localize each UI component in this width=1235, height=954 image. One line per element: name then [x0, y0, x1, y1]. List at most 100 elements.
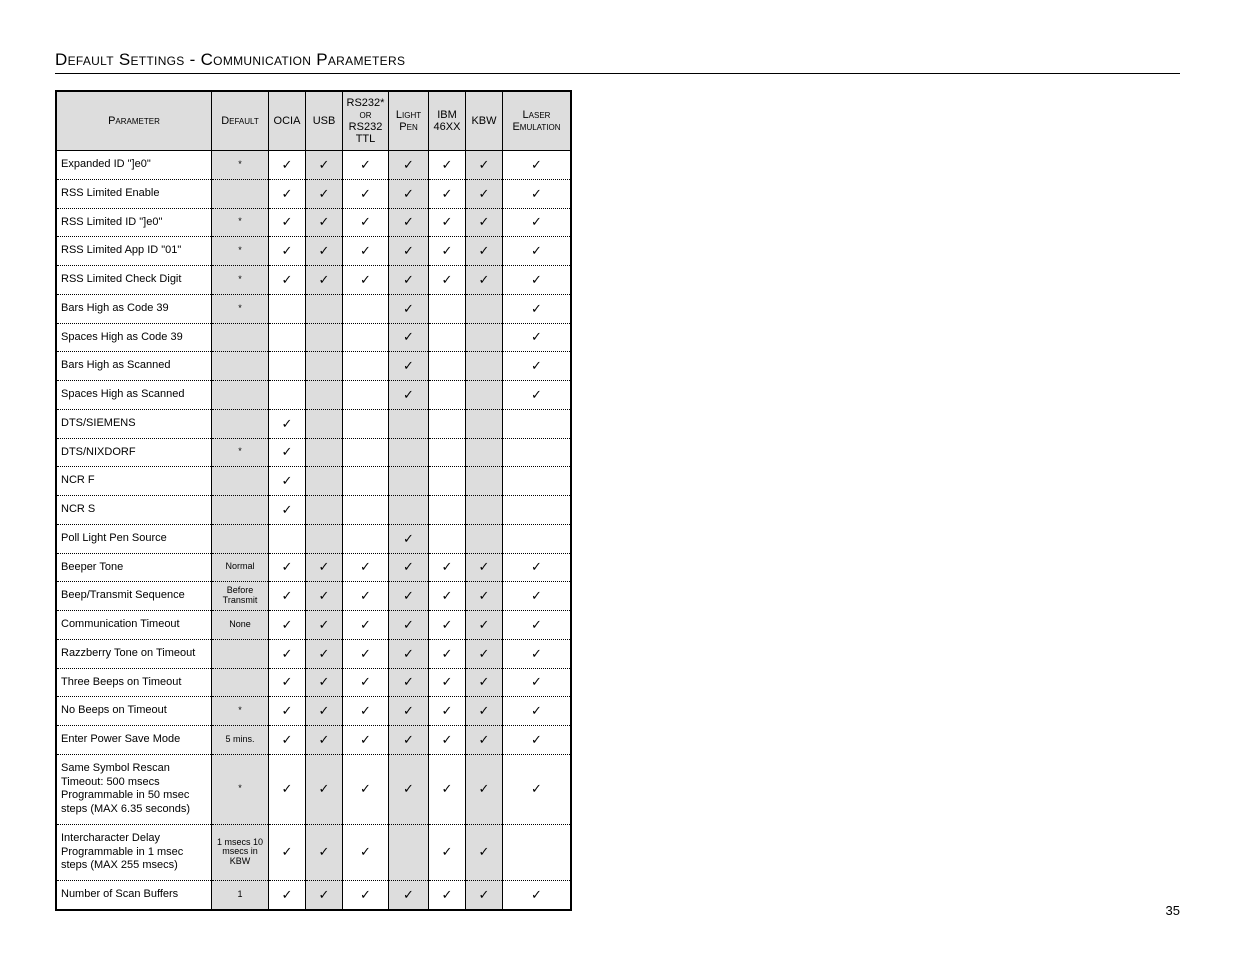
table-cell — [389, 237, 429, 266]
check-icon — [442, 186, 453, 201]
table-cell — [503, 553, 572, 582]
table-cell-parameter: Bars High as Scanned — [56, 352, 212, 381]
check-icon — [479, 214, 490, 229]
table-cell: 5 mins. — [212, 726, 269, 755]
table-cell — [389, 409, 429, 438]
table-cell — [389, 467, 429, 496]
table-cell — [389, 881, 429, 910]
table-cell — [389, 639, 429, 668]
table-cell-parameter: DTS/SIEMENS — [56, 409, 212, 438]
table-cell — [343, 208, 389, 237]
table-cell — [429, 582, 466, 611]
table-cell — [306, 754, 343, 824]
table-cell — [389, 496, 429, 525]
table-cell — [343, 151, 389, 180]
check-icon — [479, 186, 490, 201]
col-ibm: IBM 46XX — [429, 91, 466, 151]
table-cell — [343, 467, 389, 496]
check-icon — [360, 646, 371, 661]
check-icon — [531, 732, 542, 747]
table-cell — [389, 726, 429, 755]
table-cell — [343, 881, 389, 910]
check-icon — [282, 588, 293, 603]
check-icon — [319, 781, 330, 796]
check-icon — [531, 272, 542, 287]
table-cell — [389, 323, 429, 352]
table-row: RSS Limited Enable — [56, 179, 571, 208]
check-icon — [360, 186, 371, 201]
check-icon — [531, 157, 542, 172]
table-cell — [343, 582, 389, 611]
check-icon — [531, 617, 542, 632]
table-cell — [389, 266, 429, 295]
table-cell — [306, 467, 343, 496]
table-cell — [343, 668, 389, 697]
table-cell — [503, 639, 572, 668]
check-icon — [479, 781, 490, 796]
check-icon — [403, 887, 414, 902]
table-row: Bars High as Code 39* — [56, 294, 571, 323]
table-cell — [389, 582, 429, 611]
col-parameter: Parameter — [56, 91, 212, 151]
table-cell — [389, 151, 429, 180]
table-cell — [269, 524, 306, 553]
check-icon — [282, 646, 293, 661]
check-icon — [479, 732, 490, 747]
table-cell — [466, 438, 503, 467]
table-cell — [466, 151, 503, 180]
table-cell — [429, 668, 466, 697]
table-cell — [212, 409, 269, 438]
check-icon — [360, 243, 371, 258]
table-cell — [343, 381, 389, 410]
check-icon — [360, 703, 371, 718]
table-cell — [429, 266, 466, 295]
col-laser: Laser Emulation — [503, 91, 572, 151]
table-cell — [429, 553, 466, 582]
check-icon — [319, 272, 330, 287]
table-cell — [306, 881, 343, 910]
table-cell: None — [212, 611, 269, 640]
table-cell — [389, 824, 429, 880]
table-cell — [429, 208, 466, 237]
check-icon — [403, 646, 414, 661]
table-cell: * — [212, 208, 269, 237]
table-cell — [269, 208, 306, 237]
table-cell — [269, 352, 306, 381]
check-icon — [531, 646, 542, 661]
check-icon — [531, 329, 542, 344]
table-cell — [306, 582, 343, 611]
table-cell — [503, 824, 572, 880]
table-row: DTS/NIXDORF* — [56, 438, 571, 467]
table-cell — [343, 237, 389, 266]
table-cell — [306, 553, 343, 582]
table-cell — [466, 179, 503, 208]
table-cell — [429, 524, 466, 553]
table-cell — [343, 294, 389, 323]
table-cell — [466, 266, 503, 295]
table-cell — [269, 611, 306, 640]
table-cell — [389, 754, 429, 824]
table-cell: * — [212, 237, 269, 266]
check-icon — [319, 703, 330, 718]
check-icon — [319, 646, 330, 661]
table-cell — [269, 553, 306, 582]
table-cell: * — [212, 754, 269, 824]
check-icon — [442, 732, 453, 747]
col-lightpen: Light Pen — [389, 91, 429, 151]
table-cell — [429, 381, 466, 410]
table-cell — [503, 726, 572, 755]
table-cell — [212, 381, 269, 410]
table-cell — [429, 639, 466, 668]
table-cell — [389, 668, 429, 697]
check-icon — [403, 703, 414, 718]
table-cell — [503, 409, 572, 438]
table-cell — [466, 611, 503, 640]
col-rs232-text: RS232* or RS232 TTL — [347, 97, 385, 145]
check-icon — [319, 732, 330, 747]
table-cell — [343, 754, 389, 824]
table-cell — [212, 179, 269, 208]
table-cell-parameter: No Beeps on Timeout — [56, 697, 212, 726]
table-row: Beep/Transmit SequenceBefore Transmit — [56, 582, 571, 611]
table-cell — [269, 294, 306, 323]
table-cell — [466, 381, 503, 410]
